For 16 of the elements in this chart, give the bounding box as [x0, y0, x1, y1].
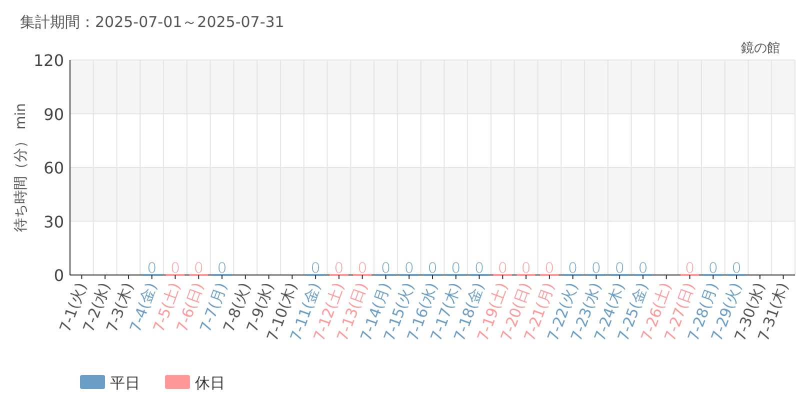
y-tick-label: 120 — [33, 51, 64, 70]
legend-label: 平日 — [110, 374, 140, 392]
data-label: 0 — [708, 259, 718, 277]
y-axis-title: 待ち時間（分） min — [13, 103, 29, 232]
y-tick-label: 0 — [54, 266, 64, 285]
legend-label: 休日 — [195, 374, 225, 392]
data-label: 0 — [451, 259, 461, 277]
data-label: 0 — [591, 259, 601, 277]
y-tick-label: 90 — [44, 104, 64, 124]
data-label: 0 — [614, 259, 624, 277]
data-label: 0 — [404, 259, 414, 277]
chart-title: 集計期間：2025-07-01～2025-07-31 — [20, 13, 284, 31]
chart-subtitle: 鏡の館 — [741, 41, 780, 56]
y-tick-label: 60 — [44, 158, 64, 178]
y-tick-label: 30 — [44, 212, 64, 232]
data-label: 0 — [147, 259, 157, 277]
